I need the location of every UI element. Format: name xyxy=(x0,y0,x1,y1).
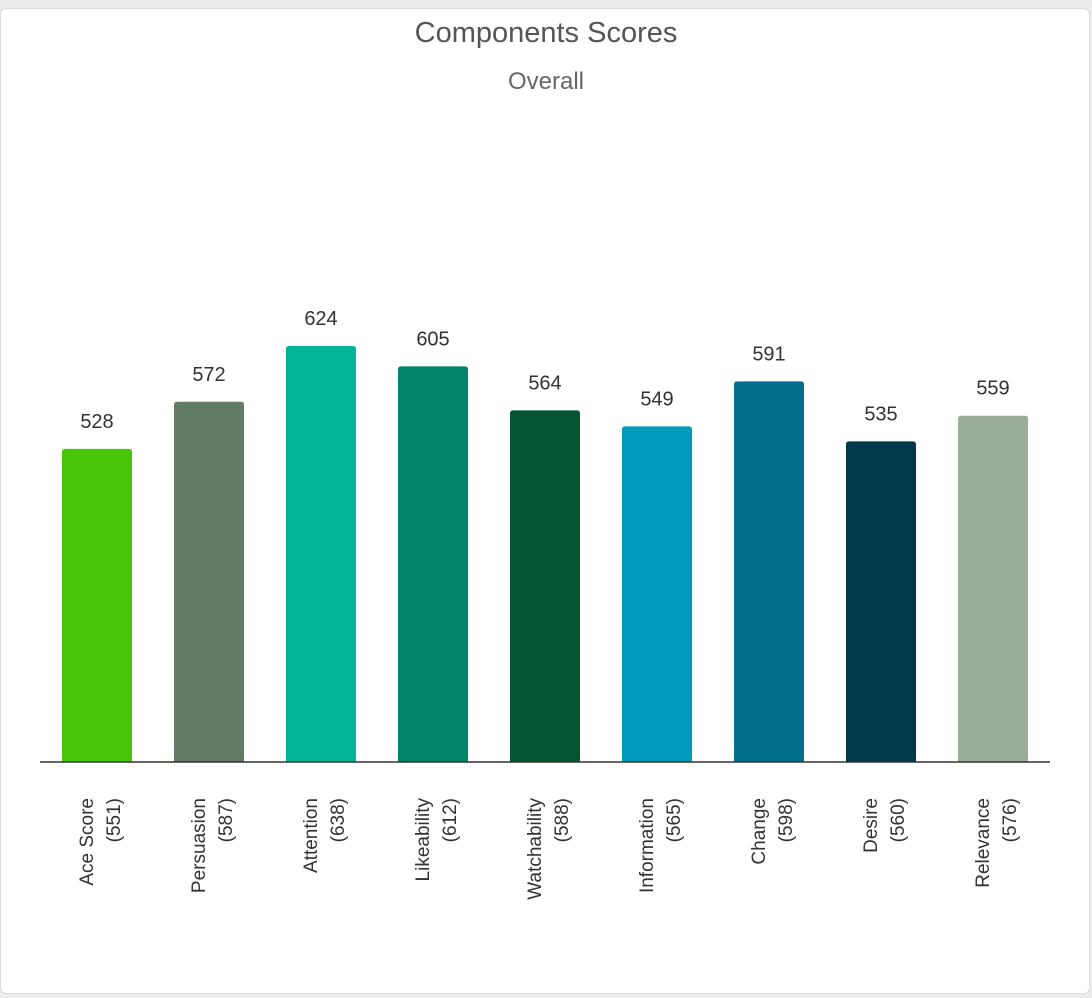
bar-ace-score[interactable] xyxy=(62,448,132,762)
x-tick-label: Change (598) xyxy=(749,798,797,865)
x-tick-label: Likeability (612) xyxy=(413,798,461,882)
x-tick-label: Ace Score (551) xyxy=(77,798,125,886)
bar-desire[interactable] xyxy=(846,441,916,762)
chart-title: Components Scores xyxy=(415,17,678,49)
data-label: 559 xyxy=(976,378,1009,400)
data-label: 591 xyxy=(752,343,785,365)
bar-attention[interactable] xyxy=(286,346,356,762)
bar-relevance[interactable] xyxy=(958,415,1028,762)
bar-watchability[interactable] xyxy=(510,410,580,762)
bar-change[interactable] xyxy=(734,381,804,762)
x-tick-label: Persuasion (587) xyxy=(189,798,237,893)
x-tick-label: Information (565) xyxy=(637,798,685,893)
x-tick-label: Relevance (576) xyxy=(973,798,1021,888)
data-label: 572 xyxy=(192,364,225,386)
data-label: 535 xyxy=(864,403,897,425)
data-label: 624 xyxy=(304,308,337,330)
bar-persuasion[interactable] xyxy=(174,401,244,762)
bar-information[interactable] xyxy=(622,426,692,762)
data-label: 528 xyxy=(80,411,113,433)
x-tick-label: Desire (560) xyxy=(861,798,909,853)
x-tick-label: Watchability (588) xyxy=(525,798,573,900)
data-label: 549 xyxy=(640,388,673,410)
data-label: 564 xyxy=(528,372,561,394)
bar-likeability[interactable] xyxy=(398,366,468,762)
data-label: 605 xyxy=(416,328,449,350)
chart-subtitle: Overall xyxy=(508,68,584,95)
x-tick-label: Attention (638) xyxy=(301,798,349,873)
